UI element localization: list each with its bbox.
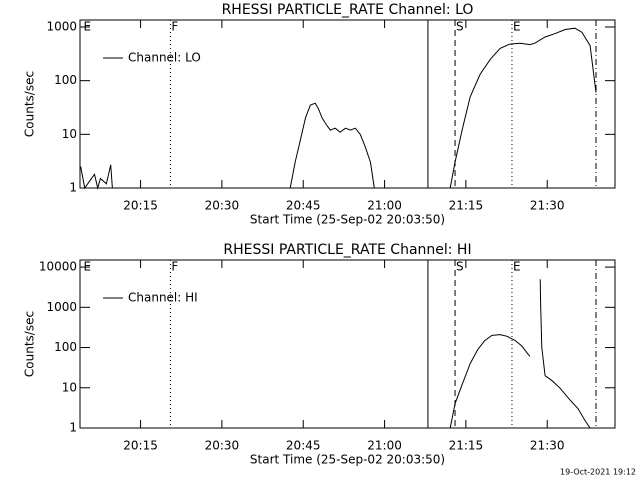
y-tick-label: 10 bbox=[62, 127, 77, 141]
x-tick-label: 21:30 bbox=[530, 199, 565, 213]
x-tick-label: 20:15 bbox=[123, 439, 158, 453]
x-tick-label: 20:30 bbox=[205, 199, 240, 213]
flag-label: E bbox=[513, 20, 521, 34]
plot-frame bbox=[79, 259, 616, 429]
flag-label: E bbox=[513, 260, 521, 274]
x-tick-label: 20:45 bbox=[286, 199, 321, 213]
x-tick-label: 20:30 bbox=[205, 439, 240, 453]
chart-title: RHESSI PARTICLE_RATE Channel: LO bbox=[222, 2, 474, 18]
y-tick-label: 1 bbox=[69, 421, 77, 435]
chart-title: RHESSI PARTICLE_RATE Channel: HI bbox=[223, 242, 471, 258]
data-line bbox=[80, 27, 597, 190]
flag-label: E bbox=[84, 260, 92, 274]
y-tick-label: 100 bbox=[54, 340, 77, 354]
y-tick-label: 1 bbox=[69, 181, 77, 195]
x-tick-label: 21:15 bbox=[449, 439, 484, 453]
footer: 19-Oct-2021 19:12 bbox=[560, 468, 636, 477]
flag-label: F bbox=[171, 260, 178, 274]
flag-label: E bbox=[84, 20, 92, 34]
y-axis-label: Counts/sec bbox=[23, 71, 37, 137]
plot-frame bbox=[79, 19, 616, 189]
y-tick-label: 10000 bbox=[39, 260, 77, 274]
y-axis-label: Counts/sec bbox=[23, 311, 37, 377]
y-tick-label: 1000 bbox=[46, 300, 77, 314]
flag-label: S bbox=[456, 260, 464, 274]
x-axis-label: Start Time (25-Sep-02 20:03:50) bbox=[250, 453, 445, 467]
x-tick-label: 20:45 bbox=[286, 439, 321, 453]
y-tick-label: 1000 bbox=[46, 19, 77, 33]
data-line bbox=[449, 279, 591, 429]
x-tick-label: 21:00 bbox=[367, 439, 402, 453]
x-tick-label: 21:00 bbox=[367, 199, 402, 213]
flag-label: S bbox=[456, 20, 464, 34]
x-tick-label: 21:30 bbox=[530, 439, 565, 453]
y-tick-label: 100 bbox=[54, 73, 77, 87]
legend-label: Channel: LO bbox=[128, 51, 201, 65]
x-tick-label: 20:15 bbox=[123, 199, 158, 213]
flag-label: F bbox=[171, 20, 178, 34]
legend-label: Channel: HI bbox=[128, 291, 198, 305]
x-tick-label: 21:15 bbox=[449, 199, 484, 213]
y-tick-label: 10 bbox=[62, 380, 77, 394]
x-axis-label: Start Time (25-Sep-02 20:03:50) bbox=[250, 213, 445, 227]
